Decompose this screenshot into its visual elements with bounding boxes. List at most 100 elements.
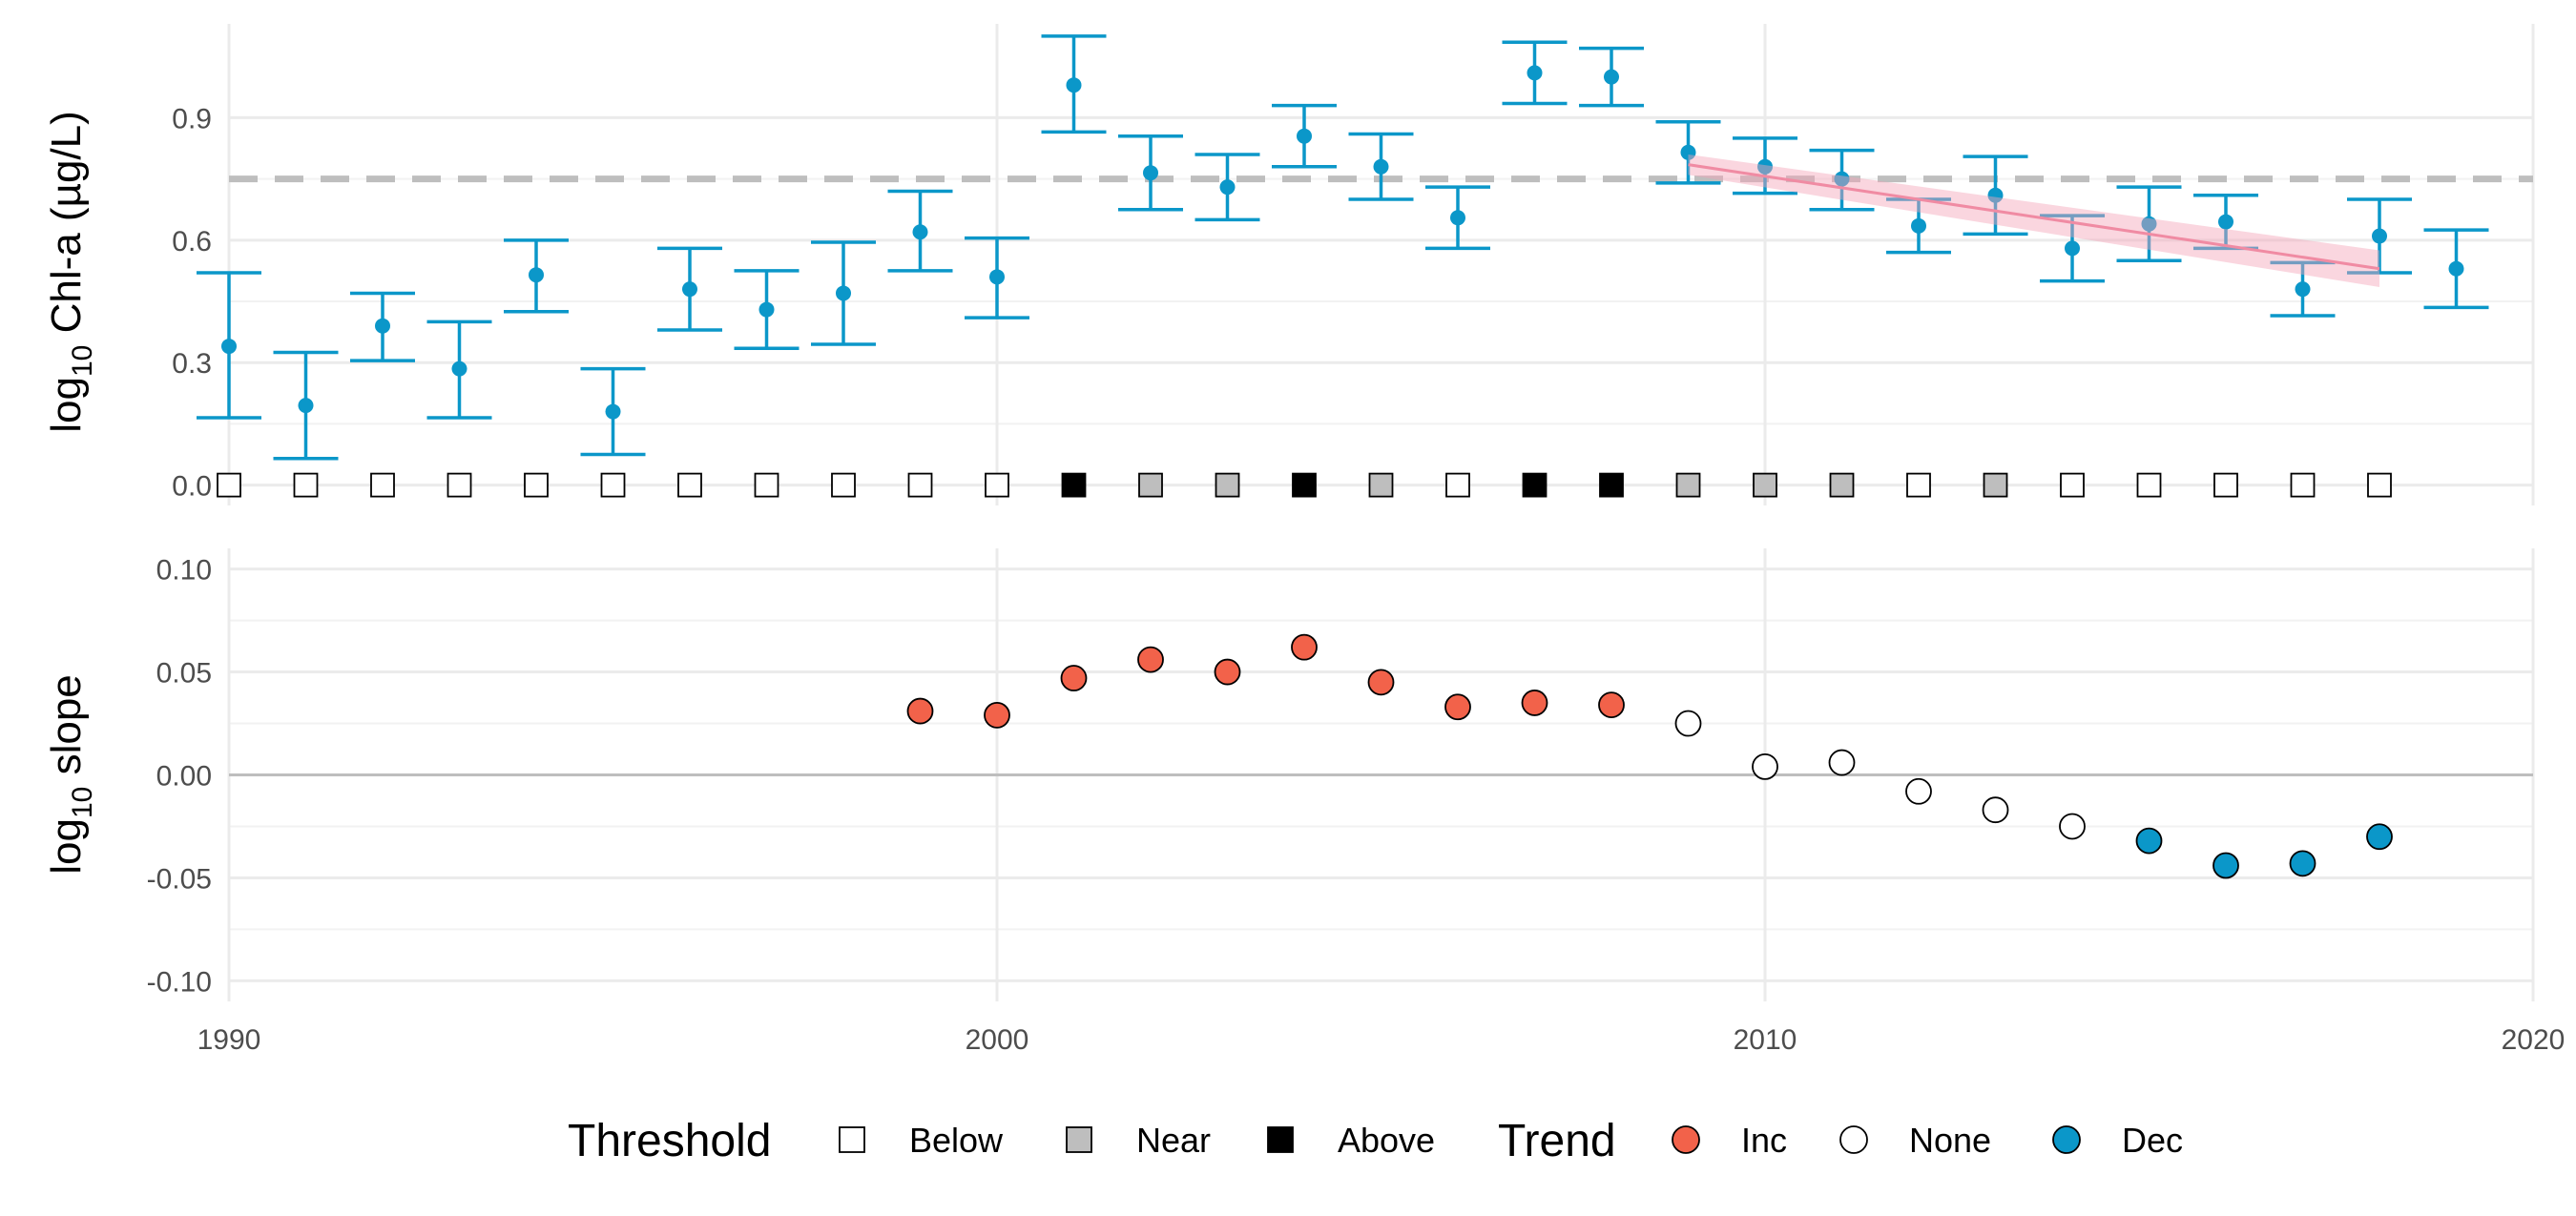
threshold-marker-near bbox=[1138, 472, 1163, 498]
threshold-marker-below bbox=[600, 472, 626, 498]
mean-point bbox=[1757, 158, 1773, 175]
y-tick-label: 0.00 bbox=[156, 761, 212, 793]
mean-point bbox=[1680, 144, 1696, 160]
slope-point-dec bbox=[2212, 852, 2239, 879]
slope-point-dec bbox=[2135, 827, 2163, 855]
x-tick-label: 2010 bbox=[1734, 1024, 1797, 1056]
mean-point bbox=[1373, 158, 1389, 175]
mean-point bbox=[1834, 171, 1850, 187]
legend-key-none bbox=[1839, 1125, 1868, 1154]
threshold-marker-near bbox=[1753, 472, 1777, 498]
mean-point bbox=[836, 285, 851, 301]
mean-point bbox=[2218, 214, 2233, 230]
mean-point bbox=[529, 267, 544, 283]
y-tick-label: 0.9 bbox=[172, 103, 212, 134]
mean-point bbox=[1911, 217, 1926, 234]
mean-point bbox=[1219, 179, 1236, 196]
threshold-marker-below bbox=[907, 472, 933, 498]
legend-label-inc: Inc bbox=[1741, 1121, 1787, 1160]
threshold-marker-below bbox=[370, 472, 395, 498]
y-tick-label: 0.0 bbox=[172, 471, 212, 503]
mean-point bbox=[451, 361, 467, 377]
threshold-marker-below bbox=[2290, 472, 2316, 498]
legend-key-near bbox=[1066, 1126, 1092, 1153]
legend-key-inc bbox=[1672, 1125, 1700, 1154]
slope-point-inc bbox=[1444, 693, 1471, 721]
legend-label-none: None bbox=[1909, 1121, 1991, 1160]
threshold-marker-below bbox=[524, 472, 549, 498]
slope-point-dec bbox=[2366, 823, 2393, 851]
slope-point-inc bbox=[1291, 633, 1318, 661]
threshold-marker-below bbox=[2060, 472, 2085, 498]
trend-band bbox=[1688, 154, 2379, 288]
bottom-panel: -0.10 -0.05 0.00 0.05 0.10 1990 2000 2010 2020 lo… bbox=[43, 548, 2565, 1056]
slope-point-none bbox=[1752, 752, 1778, 780]
mean-point bbox=[605, 403, 621, 420]
mean-point bbox=[1066, 77, 1082, 93]
threshold-marker-below bbox=[2136, 472, 2162, 498]
trend-line bbox=[1688, 163, 2380, 271]
y-axis-title: log10 slope bbox=[43, 674, 98, 875]
mean-point bbox=[1527, 65, 1543, 81]
y-tick-label: -0.10 bbox=[147, 966, 212, 998]
legend-label-near: Near bbox=[1136, 1121, 1211, 1160]
legend-label-dec: Dec bbox=[2122, 1121, 2183, 1160]
mean-point bbox=[1297, 128, 1312, 144]
threshold-marker-below bbox=[1445, 472, 1470, 498]
threshold-marker-near bbox=[1215, 472, 1240, 498]
slope-point-inc bbox=[984, 701, 1010, 729]
slope-point-dec bbox=[2289, 850, 2316, 877]
threshold-marker-below bbox=[217, 472, 241, 498]
mean-point bbox=[989, 269, 1005, 285]
mean-point bbox=[1604, 69, 1619, 85]
threshold-marker-near bbox=[1829, 472, 1855, 498]
y-tick-label: 0.05 bbox=[156, 658, 212, 690]
mean-point bbox=[221, 339, 237, 355]
threshold-marker-below bbox=[754, 472, 779, 498]
y-axis-title: log10 Chl-a (µg/L) bbox=[43, 111, 98, 433]
threshold-marker-above bbox=[1292, 472, 1317, 498]
threshold-marker-below bbox=[1906, 472, 1931, 498]
threshold-marker-near bbox=[1368, 472, 1394, 498]
mean-point bbox=[375, 318, 390, 334]
mean-point bbox=[298, 398, 314, 414]
x-tick-label: 2020 bbox=[2502, 1024, 2566, 1056]
slope-point-inc bbox=[1367, 669, 1395, 696]
mean-point bbox=[2295, 281, 2311, 298]
slope-point-none bbox=[2059, 813, 2086, 840]
slope-point-none bbox=[1905, 777, 1932, 805]
legend-key-below bbox=[839, 1126, 865, 1153]
mean-point bbox=[2448, 260, 2464, 277]
slope-point-inc bbox=[1214, 658, 1241, 686]
legend-title-threshold: Threshold bbox=[568, 1116, 771, 1166]
slope-point-inc bbox=[1137, 646, 1164, 673]
mean-point bbox=[758, 301, 775, 318]
threshold-marker-near bbox=[1675, 472, 1701, 498]
top-panel: 0.0 0.3 0.6 0.9 log10 Chl-a (µg/L) bbox=[43, 24, 2535, 505]
legend-label-below: Below bbox=[909, 1121, 1004, 1160]
mean-point bbox=[1143, 165, 1158, 181]
legend-label-above: Above bbox=[1338, 1121, 1435, 1160]
y-tick-label: 0.6 bbox=[172, 226, 212, 258]
y-tick-label: -0.05 bbox=[147, 863, 212, 895]
threshold-marker-below bbox=[2213, 472, 2238, 498]
threshold-marker-near bbox=[1983, 472, 2008, 498]
threshold-marker-above bbox=[1061, 472, 1087, 498]
slope-point-inc bbox=[906, 697, 934, 725]
x-tick-label: 1990 bbox=[197, 1024, 261, 1056]
mean-point bbox=[1450, 210, 1465, 226]
mean-point bbox=[2065, 240, 2080, 257]
threshold-marker-below bbox=[447, 472, 472, 498]
y-tick-label: 0.3 bbox=[172, 348, 212, 380]
mean-point bbox=[2141, 216, 2157, 232]
legend-title-trend: Trend bbox=[1498, 1116, 1616, 1166]
threshold-marker-below bbox=[2367, 472, 2392, 498]
slope-point-inc bbox=[1521, 690, 1548, 716]
mean-point bbox=[682, 281, 697, 298]
threshold-marker-below bbox=[831, 472, 856, 498]
x-tick-label: 2000 bbox=[966, 1024, 1029, 1056]
slope-point-none bbox=[1828, 749, 1856, 776]
legend-key-above bbox=[1267, 1126, 1294, 1153]
y-tick-label: 0.10 bbox=[156, 555, 212, 587]
